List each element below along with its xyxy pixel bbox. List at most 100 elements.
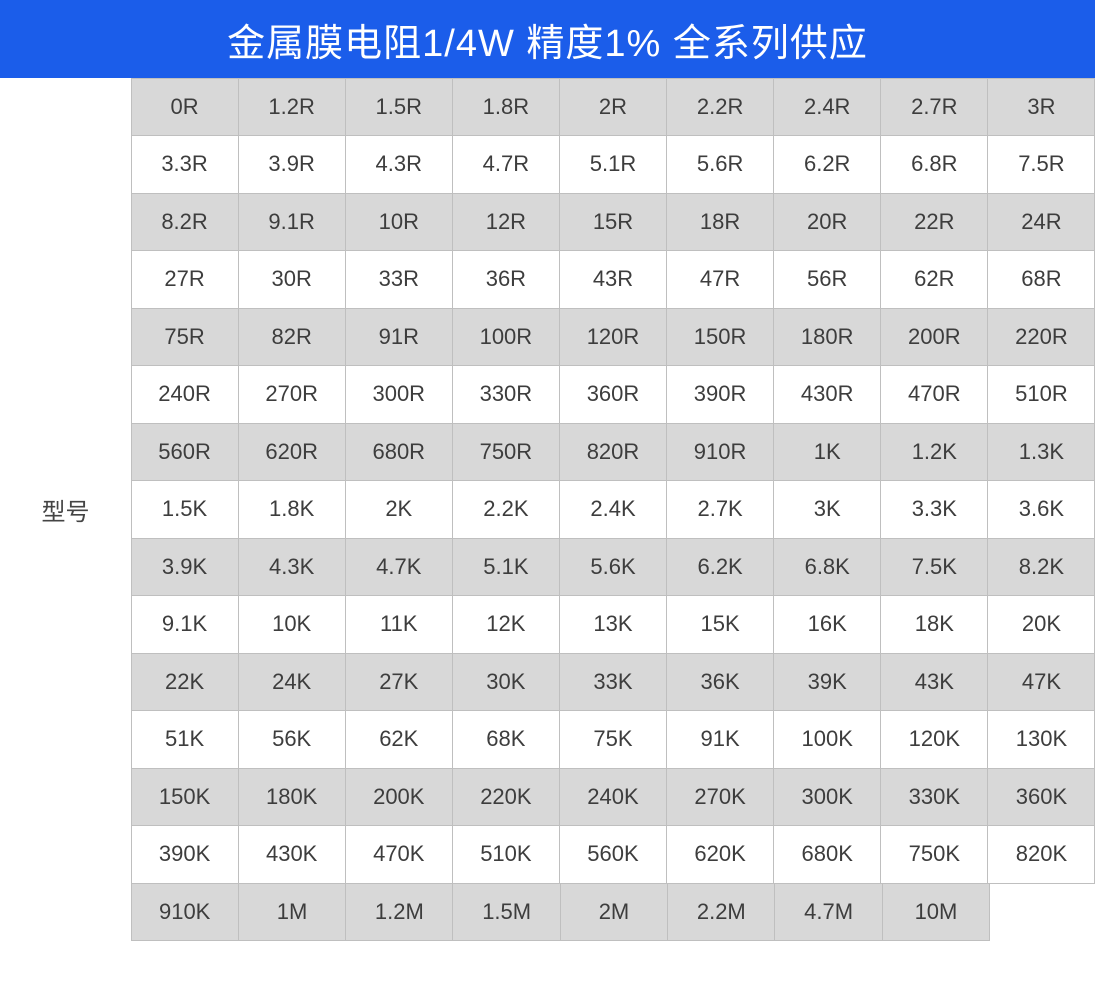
table-cell: 6.2K [666,538,774,597]
table-cell: 620R [238,423,346,482]
table-cell: 1.8R [452,78,560,137]
table-cell: 4.3R [345,135,453,194]
table-cell: 2.4R [773,78,881,137]
table-row: 27R30R33R36R43R47R56R62R68R [131,251,1095,309]
table-cell: 360K [987,768,1095,827]
table-cell: 150K [131,768,239,827]
table-cell: 3.3K [880,480,988,539]
table-cell: 200R [880,308,988,367]
table-cell: 8.2R [131,193,239,252]
table-row: 3.3R3.9R4.3R4.7R5.1R5.6R6.2R6.8R7.5R [131,136,1095,194]
table-cell: 330K [880,768,988,827]
table-cell: 3.6K [987,480,1095,539]
table-cell: 13K [559,595,667,654]
table-cell: 68R [987,250,1095,309]
table-cell: 6.2R [773,135,881,194]
table-cell: 2.2R [666,78,774,137]
table-cell: 4.7R [452,135,560,194]
table-cell: 62K [345,710,453,769]
table-cell: 9.1K [131,595,239,654]
table-cell: 120R [559,308,667,367]
table-cell: 3R [987,78,1095,137]
table-cell: 47K [987,653,1095,712]
row-header-label: 型号 [0,78,131,941]
table-cell: 24K [238,653,346,712]
table-cell: 10K [238,595,346,654]
table-row: 910K1M1.2M1.5M2M2.2M4.7M10M [131,883,1095,941]
table-cell: 330R [452,365,560,424]
table-cell: 1M [238,883,346,942]
table-cell: 27R [131,250,239,309]
table-row: 1.5K1.8K2K2.2K2.4K2.7K3K3.3K3.6K [131,481,1095,539]
table-cell: 4.3K [238,538,346,597]
table-cell: 1K [773,423,881,482]
table-cell: 2.2K [452,480,560,539]
table-cell: 12R [452,193,560,252]
table-row: 150K180K200K220K240K270K300K330K360K [131,768,1095,826]
table-cell: 15R [559,193,667,252]
table-cell: 390R [666,365,774,424]
table-cell: 5.6K [559,538,667,597]
page-title: 金属膜电阻1/4W 精度1% 全系列供应 [227,12,868,67]
table-cell: 2.7K [666,480,774,539]
table-cell: 1.2K [880,423,988,482]
table-cell: 20R [773,193,881,252]
table-cell: 5.1R [559,135,667,194]
table-cell: 1.5M [452,883,560,942]
table-cell: 5.6R [666,135,774,194]
table-cell: 43R [559,250,667,309]
table-cell: 9.1R [238,193,346,252]
table-cell: 300R [345,365,453,424]
table-cell: 120K [880,710,988,769]
table-cell: 910R [666,423,774,482]
table-cell: 51K [131,710,239,769]
table-cell: 240K [559,768,667,827]
table-cell: 18R [666,193,774,252]
table-cell: 33R [345,250,453,309]
table-cell: 1.2M [345,883,453,942]
table-cell: 33K [559,653,667,712]
table-cell: 22R [880,193,988,252]
table-cell: 30K [452,653,560,712]
table-row: 75R82R91R100R120R150R180R200R220R [131,308,1095,366]
table-cell: 820K [987,825,1095,884]
table-cell: 8.2K [987,538,1095,597]
table-cell: 1.3K [987,423,1095,482]
table-cell: 680R [345,423,453,482]
table-cell: 22K [131,653,239,712]
table-cell: 470K [345,825,453,884]
table-cell: 36R [452,250,560,309]
table-cell: 620K [666,825,774,884]
table-cell: 1.2R [238,78,346,137]
table-cell: 750R [452,423,560,482]
table-cell: 750K [880,825,988,884]
table-cell: 6.8K [773,538,881,597]
table-cell: 39K [773,653,881,712]
table-cell: 75K [559,710,667,769]
table-cell: 3.9K [131,538,239,597]
table-cell: 62R [880,250,988,309]
table-cell: 91R [345,308,453,367]
table-cell: 360R [559,365,667,424]
table-cell: 100R [452,308,560,367]
table-cell: 4.7K [345,538,453,597]
table-cell: 7.5K [880,538,988,597]
table-cell: 12K [452,595,560,654]
table-cell: 2.2M [667,883,775,942]
table-cell: 68K [452,710,560,769]
table-cell: 510K [452,825,560,884]
table-cell: 10M [882,883,990,942]
resistor-table: 0R1.2R1.5R1.8R2R2.2R2.4R2.7R3R3.3R3.9R4.… [131,78,1095,941]
table-cell: 0R [131,78,239,137]
table-cell: 560R [131,423,239,482]
table-row: 560R620R680R750R820R910R1K1.2K1.3K [131,423,1095,481]
table-cell: 36K [666,653,774,712]
table-row: 9.1K10K11K12K13K15K16K18K20K [131,596,1095,654]
table-cell [989,883,1095,942]
page-header: 金属膜电阻1/4W 精度1% 全系列供应 [0,0,1095,78]
table-cell: 15K [666,595,774,654]
table-cell: 200K [345,768,453,827]
table-cell: 2K [345,480,453,539]
table-cell: 910K [131,883,239,942]
table-cell: 430K [238,825,346,884]
